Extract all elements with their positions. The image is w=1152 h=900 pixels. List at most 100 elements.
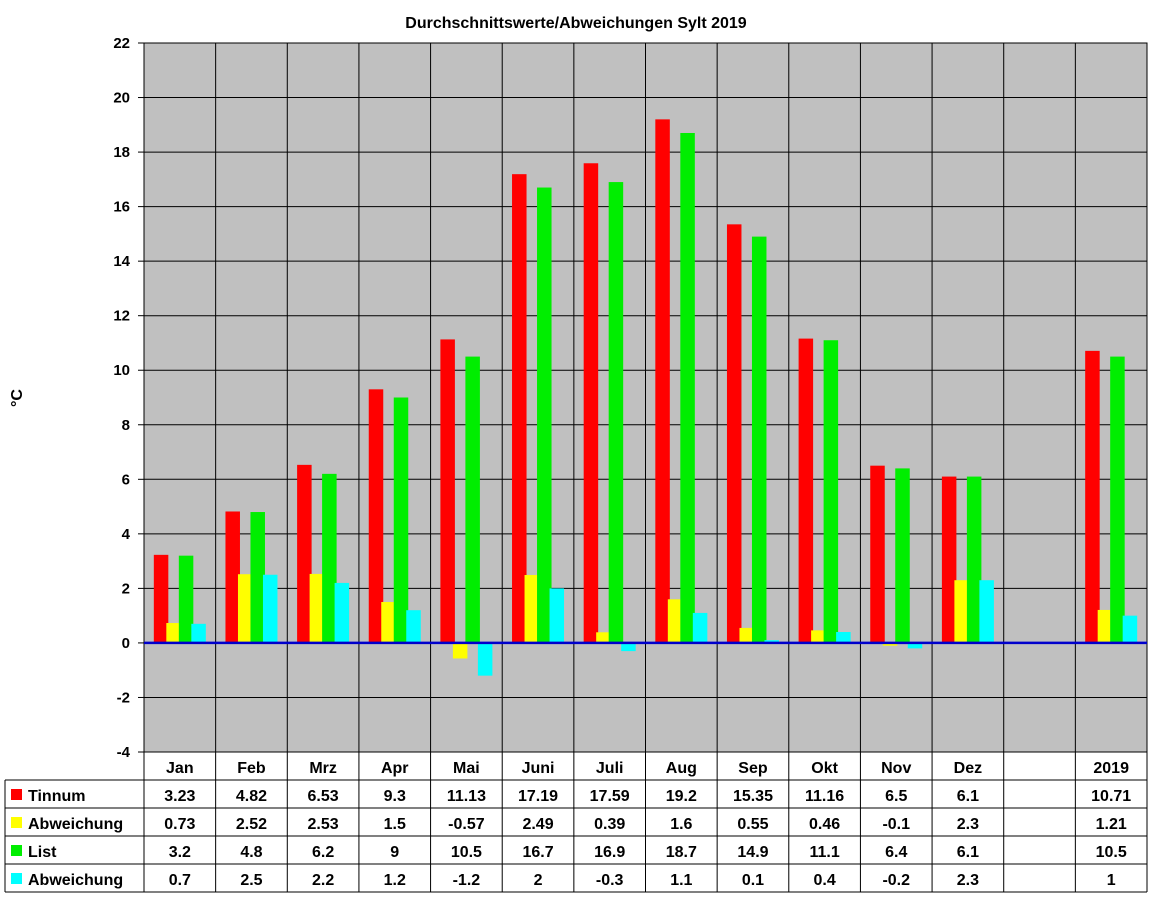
y-tick-label: 16 xyxy=(113,199,130,216)
bar-3-Mrz xyxy=(322,473,337,643)
data-label: 1.5 xyxy=(384,816,406,833)
bar-3-Apr xyxy=(393,397,409,643)
data-label: 2.3 xyxy=(957,816,979,833)
bar-1-Dez xyxy=(941,476,957,643)
y-tick-label: -2 xyxy=(117,689,130,706)
bar-1-Mrz xyxy=(297,464,312,643)
data-label: 6.2 xyxy=(312,844,334,861)
x-tick-label: Apr xyxy=(381,760,409,777)
y-axis-label: °C xyxy=(9,389,26,407)
bar-2-Mrz xyxy=(309,573,325,643)
bar-3-Feb xyxy=(250,512,265,643)
data-label: 2.3 xyxy=(957,872,979,889)
bar-1-Sep xyxy=(726,224,742,643)
bar-3-2019 xyxy=(1110,356,1125,643)
legend-label: Abweichung xyxy=(28,872,123,889)
data-label: 1.6 xyxy=(670,816,692,833)
bar-1-Juli xyxy=(583,163,599,643)
data-label: 4.8 xyxy=(240,844,262,861)
data-label: 17.19 xyxy=(518,788,558,805)
bar-4-Mai xyxy=(477,642,493,676)
bar-4-2019 xyxy=(1122,615,1138,643)
legend-swatch xyxy=(11,817,22,828)
data-label: 1.21 xyxy=(1096,816,1127,833)
data-label: 6.4 xyxy=(885,844,907,861)
y-tick-label: -4 xyxy=(117,744,131,761)
bar-3-Juni xyxy=(537,187,552,643)
data-label: 0.1 xyxy=(742,872,764,889)
bar-4-Aug xyxy=(692,612,708,643)
bar-3-Juli xyxy=(608,182,624,643)
data-label: 2.2 xyxy=(312,872,334,889)
x-tick-label: 2019 xyxy=(1093,760,1129,777)
data-label: 2.53 xyxy=(308,816,339,833)
y-tick-label: 22 xyxy=(113,35,130,52)
bar-1-Mai xyxy=(440,339,455,643)
bar-1-Jan xyxy=(153,554,169,643)
data-label: 9.3 xyxy=(384,788,406,805)
data-label: 4.82 xyxy=(236,788,267,805)
y-tick-label: 18 xyxy=(113,144,130,161)
data-label: 0.39 xyxy=(594,816,625,833)
bar-2-Juli xyxy=(596,632,611,643)
bar-3-Sep xyxy=(751,236,767,643)
data-label: 3.2 xyxy=(169,844,191,861)
bar-2-Mai xyxy=(452,642,468,659)
y-tick-label: 0 xyxy=(122,635,130,652)
x-tick-label: Juli xyxy=(596,760,624,777)
data-label: 6.1 xyxy=(957,788,979,805)
bar-1-Aug xyxy=(655,119,670,643)
chart-title: Durchschnittswerte/Abweichungen Sylt 201… xyxy=(405,15,747,32)
data-label: 1.2 xyxy=(384,872,406,889)
data-label: -0.1 xyxy=(882,816,910,833)
data-label: -1.2 xyxy=(453,872,481,889)
data-label: 0.4 xyxy=(813,872,835,889)
x-tick-label: Juni xyxy=(522,760,555,777)
bar-3-Okt xyxy=(823,340,839,643)
bar-2-Sep xyxy=(739,627,754,643)
legend-swatch xyxy=(11,845,22,856)
data-label: 0.46 xyxy=(809,816,840,833)
data-label: 16.7 xyxy=(522,844,553,861)
data-label: 11.16 xyxy=(805,788,844,805)
data-label: 10.5 xyxy=(1096,844,1127,861)
bar-4-Mrz xyxy=(334,582,350,643)
bar-2-Dez xyxy=(954,580,969,643)
bar-1-Apr xyxy=(368,389,384,643)
x-tick-label: Mai xyxy=(453,760,480,777)
bar-2-Jan xyxy=(166,623,181,643)
y-tick-label: 12 xyxy=(113,308,130,325)
data-label: -0.57 xyxy=(448,816,485,833)
bar-4-Dez xyxy=(979,580,994,643)
bar-3-Aug xyxy=(680,132,695,643)
x-tick-label: Dez xyxy=(954,760,982,777)
bar-2-2019 xyxy=(1097,609,1113,643)
bar-4-Sep xyxy=(764,640,779,643)
bar-1-Nov xyxy=(870,465,885,643)
data-label: 1.1 xyxy=(670,872,692,889)
bar-1-2019 xyxy=(1085,350,1100,643)
data-label: 10.5 xyxy=(451,844,482,861)
data-table: Jan Feb Mrz Apr Mai Juni Juli Aug Sep Okt Nov Dez 20… xyxy=(4,751,1148,893)
bar-4-Feb xyxy=(262,574,278,643)
data-label: 0.55 xyxy=(737,816,768,833)
bar-3-Dez xyxy=(966,476,982,643)
x-tick-label: Sep xyxy=(738,760,768,777)
data-label: 17.59 xyxy=(590,788,630,805)
y-tick-label: 20 xyxy=(113,90,130,107)
x-tick-label: Nov xyxy=(881,760,911,777)
data-label: 3.23 xyxy=(164,788,195,805)
data-label: 2.5 xyxy=(240,872,262,889)
x-tick-label: Aug xyxy=(666,760,697,777)
data-label: 6.53 xyxy=(308,788,339,805)
data-label: 0.73 xyxy=(164,816,195,833)
bar-1-Juni xyxy=(512,174,527,643)
bar-1-Feb xyxy=(225,511,240,643)
bar-4-Apr xyxy=(406,610,421,643)
bar-1-Okt xyxy=(798,338,814,643)
legend-label: Tinnum xyxy=(28,788,85,805)
data-label: 15.35 xyxy=(733,788,773,805)
